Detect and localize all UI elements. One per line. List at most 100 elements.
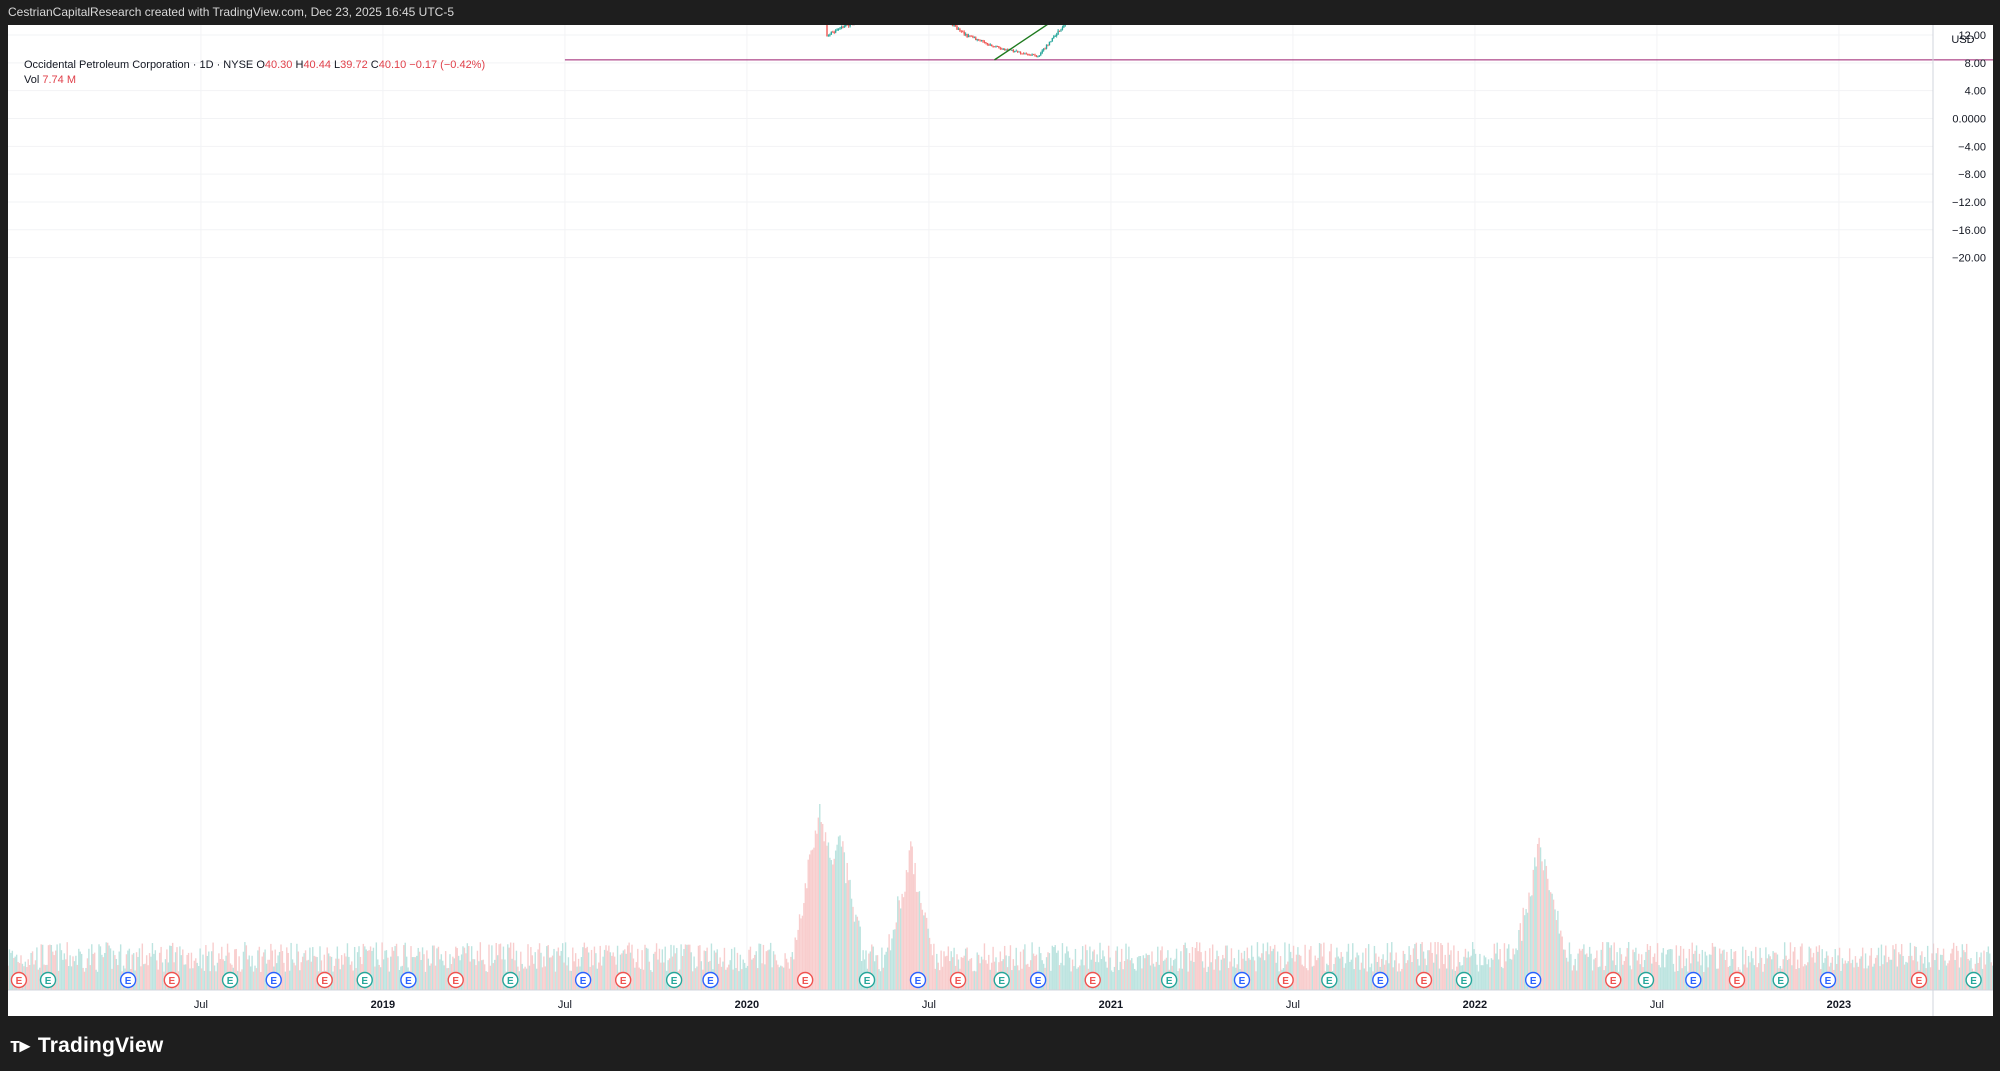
volume-bar xyxy=(427,958,430,990)
volume-bar xyxy=(1926,945,1929,990)
volume-bar xyxy=(216,962,219,990)
volume-bar xyxy=(1201,961,1204,990)
volume-bar xyxy=(1947,963,1949,990)
volume-bar xyxy=(520,951,522,990)
volume-bar xyxy=(872,946,874,990)
volume-bar xyxy=(1596,950,1598,990)
volume-bar xyxy=(650,970,652,990)
volume-bar xyxy=(291,959,294,990)
volume-bar xyxy=(1476,964,1478,990)
volume-bar xyxy=(502,946,505,990)
chart-area[interactable]: 0 (76.76)0.382 (50.66)0.618 (34.53)0.786… xyxy=(8,25,1993,1016)
volume-bar xyxy=(1438,968,1441,990)
candle-body xyxy=(840,26,843,29)
volume-bar xyxy=(1145,953,1147,990)
grid-lines xyxy=(8,25,1933,990)
volume-bar xyxy=(1294,961,1296,990)
candle-body xyxy=(1006,49,1009,51)
volume-bar xyxy=(63,953,66,990)
volume-bar xyxy=(937,962,939,990)
volume-bar xyxy=(1955,945,1958,990)
volume-bar xyxy=(179,946,181,990)
volume-bar xyxy=(1547,878,1549,990)
volume-bar xyxy=(765,951,768,990)
price-chart[interactable]: 0 (76.76)0.382 (50.66)0.618 (34.53)0.786… xyxy=(8,25,1993,1016)
volume-bar xyxy=(1444,954,1446,990)
volume-bar xyxy=(1226,945,1228,990)
volume-bar xyxy=(975,971,977,990)
volume-bar xyxy=(743,962,746,990)
volume-bar xyxy=(1695,945,1698,990)
volume-bar xyxy=(346,943,349,990)
volume-bar xyxy=(53,955,55,990)
volume-bar xyxy=(1720,953,1722,990)
volume-bar xyxy=(917,892,919,990)
volume-bar xyxy=(557,947,560,990)
volume-bar xyxy=(551,955,554,990)
volume-bar xyxy=(1510,959,1513,990)
volume-bar xyxy=(869,951,872,990)
candle-body xyxy=(1001,48,1003,50)
volume-bar xyxy=(840,846,843,990)
volume-bar xyxy=(1070,971,1072,990)
volume-bar xyxy=(426,950,428,990)
candle-body xyxy=(845,25,847,27)
volume-bar xyxy=(1213,969,1215,990)
volume-bar xyxy=(1724,960,1727,990)
volume-bar xyxy=(1632,949,1634,990)
volume-bar xyxy=(546,946,548,990)
volume-bar xyxy=(979,963,981,990)
volume-bar xyxy=(1950,953,1952,990)
volume-bar xyxy=(1812,952,1815,990)
volume-bar xyxy=(995,957,997,990)
volume-bar xyxy=(590,949,593,990)
volume-bar xyxy=(1978,957,1981,990)
candle-body xyxy=(967,35,970,38)
candle-body xyxy=(972,36,974,38)
volume-bar xyxy=(1315,960,1318,990)
volume-bar xyxy=(1769,956,1771,990)
volume-bar xyxy=(1549,892,1552,990)
volume-bar xyxy=(1139,956,1142,990)
volume-bar xyxy=(80,953,83,990)
volume-bar xyxy=(1492,959,1494,990)
volume-bar xyxy=(140,966,142,990)
volume-bar xyxy=(1142,955,1145,990)
volume-bar xyxy=(355,968,357,990)
volume-bar xyxy=(1847,961,1849,990)
volume-bar xyxy=(1216,950,1218,990)
volume-bar xyxy=(1432,962,1435,990)
volume-bar xyxy=(1207,966,1210,990)
volume-bar xyxy=(1406,960,1409,990)
volume-bar xyxy=(1899,954,1901,990)
volume-bar xyxy=(255,968,258,990)
volume-bar xyxy=(127,950,129,990)
volume-bar xyxy=(1677,970,1679,990)
volume-bar xyxy=(1652,956,1654,990)
volume-bar xyxy=(180,955,183,990)
volume-bar xyxy=(1609,947,1611,990)
volume-bar xyxy=(1714,946,1717,990)
volume-bar xyxy=(391,947,393,990)
volume-bar xyxy=(1886,962,1888,990)
volume-bar xyxy=(704,951,707,990)
volume-bar xyxy=(1857,966,1860,990)
volume-bar xyxy=(1711,942,1714,990)
volume-bar xyxy=(1240,952,1243,990)
volume-bar xyxy=(837,836,840,990)
volume-bar xyxy=(660,962,662,990)
volume-bar xyxy=(1792,951,1795,990)
candle-body xyxy=(1029,54,1032,56)
volume-bar xyxy=(771,967,773,990)
volume-bar xyxy=(1648,949,1650,990)
volume-bar xyxy=(1896,966,1899,990)
volume-bar xyxy=(673,945,675,990)
volume-bar xyxy=(1539,847,1542,990)
volume-bar xyxy=(1703,971,1705,990)
volume-bar xyxy=(1363,968,1366,990)
volume-bar xyxy=(1479,953,1481,990)
volume-bar xyxy=(1028,966,1030,990)
volume-bar xyxy=(385,950,388,990)
volume-bar xyxy=(1408,946,1410,990)
volume-bar xyxy=(508,947,510,990)
